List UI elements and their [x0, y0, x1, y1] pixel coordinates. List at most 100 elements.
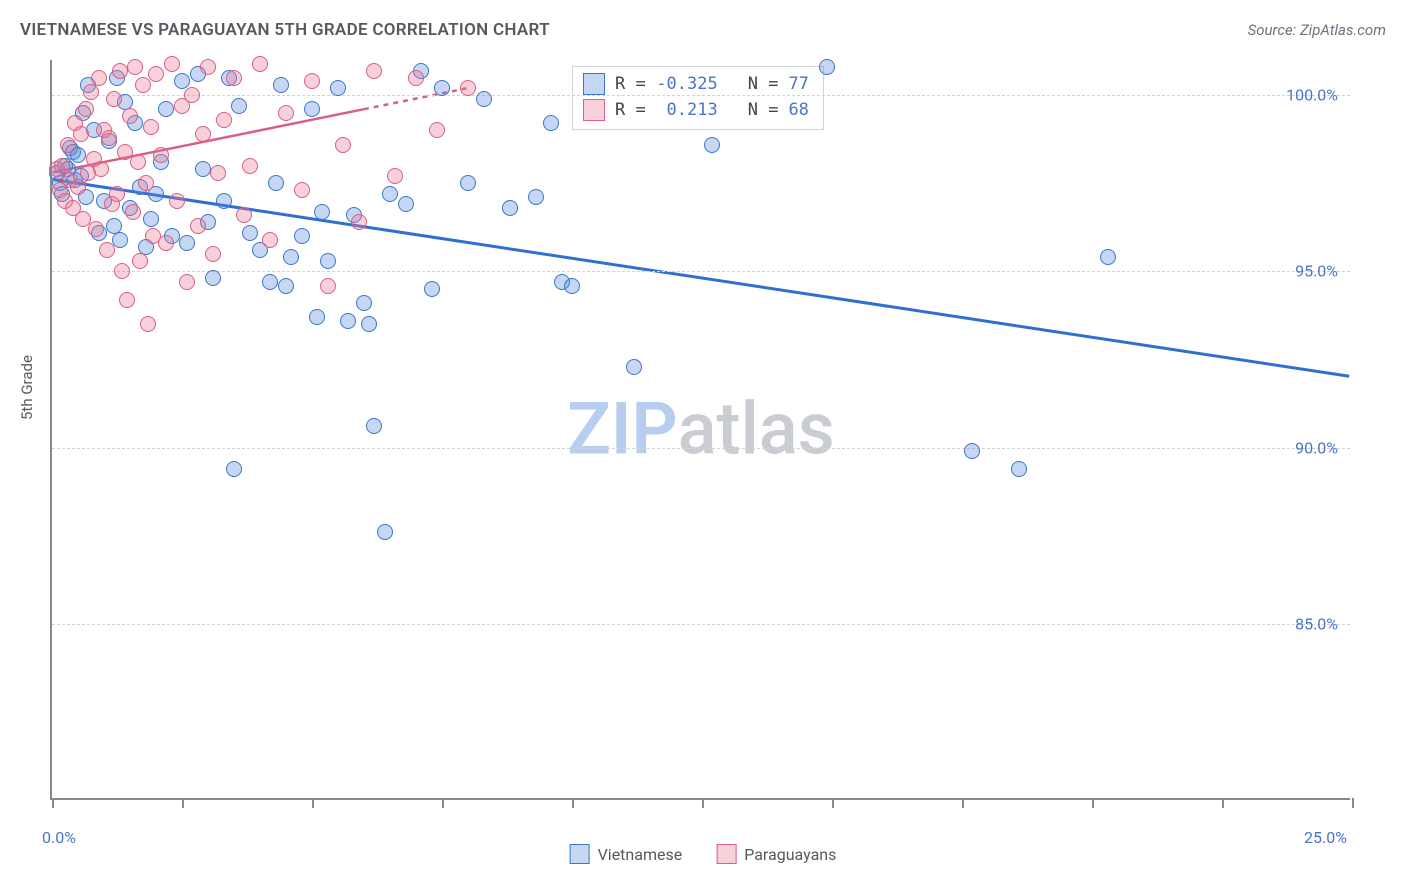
bottom-legend-item: Vietnamese: [570, 844, 683, 864]
scatter-point: [83, 84, 99, 100]
y-tick-label: 95.0%: [1295, 262, 1338, 281]
scatter-point: [153, 147, 169, 163]
scatter-point: [502, 200, 518, 216]
scatter-point: [320, 278, 336, 294]
scatter-point: [242, 225, 258, 241]
scatter-point: [366, 418, 382, 434]
x-tick: [572, 798, 574, 808]
scatter-point: [205, 246, 221, 262]
scatter-point: [114, 263, 130, 279]
scatter-point: [377, 524, 393, 540]
watermark-zip: ZIP: [567, 387, 677, 472]
scatter-point: [262, 232, 278, 248]
scatter-point: [294, 228, 310, 244]
scatter-point: [1011, 461, 1027, 477]
scatter-point: [304, 73, 320, 89]
scatter-point: [283, 249, 299, 265]
legend-swatch: [570, 844, 590, 864]
scatter-point: [169, 193, 185, 209]
scatter-point: [460, 80, 476, 96]
x-tick: [52, 798, 54, 808]
scatter-point: [216, 193, 232, 209]
scatter-point: [200, 59, 216, 75]
r-label: R =: [615, 100, 646, 120]
scatter-point: [216, 112, 232, 128]
plot-area: ZIPatlas R =-0.325N =77R = 0.213N =68 85…: [50, 60, 1350, 800]
correlation-chart: VIETNAMESE VS PARAGUAYAN 5TH GRADE CORRE…: [0, 0, 1406, 892]
scatter-point: [158, 101, 174, 117]
scatter-point: [424, 281, 440, 297]
scatter-point: [174, 73, 190, 89]
stats-legend-box: R =-0.325N =77R = 0.213N =68: [572, 66, 824, 130]
scatter-point: [704, 137, 720, 153]
scatter-point: [127, 59, 143, 75]
x-tick: [182, 798, 184, 808]
gridline: [52, 271, 1350, 272]
scatter-point: [262, 274, 278, 290]
scatter-point: [164, 56, 180, 72]
scatter-point: [242, 158, 258, 174]
y-tick-label: 100.0%: [1286, 86, 1338, 105]
scatter-point: [70, 179, 86, 195]
x-tick: [832, 798, 834, 808]
scatter-point: [101, 130, 117, 146]
scatter-point: [309, 309, 325, 325]
scatter-point: [278, 278, 294, 294]
scatter-point: [112, 63, 128, 79]
scatter-point: [88, 221, 104, 237]
scatter-point: [210, 165, 226, 181]
scatter-point: [106, 91, 122, 107]
scatter-point: [73, 126, 89, 142]
scatter-point: [382, 186, 398, 202]
scatter-point: [351, 214, 367, 230]
scatter-point: [226, 70, 242, 86]
scatter-point: [226, 461, 242, 477]
chart-header: VIETNAMESE VS PARAGUAYAN 5TH GRADE CORRE…: [20, 20, 1386, 40]
scatter-point: [528, 189, 544, 205]
scatter-point: [294, 182, 310, 198]
chart-title: VIETNAMESE VS PARAGUAYAN 5TH GRADE CORRE…: [20, 20, 550, 40]
scatter-point: [138, 175, 154, 191]
scatter-point: [60, 137, 76, 153]
scatter-point: [99, 242, 115, 258]
x-tick: [1092, 798, 1094, 808]
scatter-point: [366, 63, 382, 79]
scatter-point: [231, 98, 247, 114]
scatter-point: [78, 101, 94, 117]
legend-label: Vietnamese: [598, 845, 683, 864]
x-tick: [312, 798, 314, 808]
scatter-point: [429, 122, 445, 138]
scatter-point: [273, 77, 289, 93]
watermark-atlas: atlas: [678, 387, 835, 472]
gridline: [52, 95, 1350, 96]
y-tick-label: 85.0%: [1295, 614, 1338, 633]
scatter-point: [314, 204, 330, 220]
scatter-point: [476, 91, 492, 107]
scatter-point: [143, 211, 159, 227]
stats-legend-row: R =-0.325N =77: [583, 71, 809, 97]
scatter-point: [135, 77, 151, 93]
scatter-point: [335, 137, 351, 153]
scatter-point: [320, 253, 336, 269]
scatter-point: [119, 292, 135, 308]
scatter-point: [109, 186, 125, 202]
x-tick: [442, 798, 444, 808]
scatter-point: [132, 253, 148, 269]
y-tick-label: 90.0%: [1295, 438, 1338, 457]
scatter-point: [125, 204, 141, 220]
scatter-point: [195, 161, 211, 177]
n-label: N =: [748, 74, 779, 94]
legend-swatch: [716, 844, 736, 864]
n-value: 77: [788, 74, 808, 94]
scatter-point: [93, 161, 109, 177]
scatter-point: [330, 80, 346, 96]
scatter-point: [398, 196, 414, 212]
scatter-point: [819, 59, 835, 75]
scatter-point: [460, 175, 476, 191]
watermark: ZIPatlas: [567, 387, 834, 472]
scatter-point: [112, 232, 128, 248]
r-label: R =: [615, 74, 646, 94]
scatter-point: [179, 235, 195, 251]
x-tick: [702, 798, 704, 808]
gridline: [52, 448, 1350, 449]
